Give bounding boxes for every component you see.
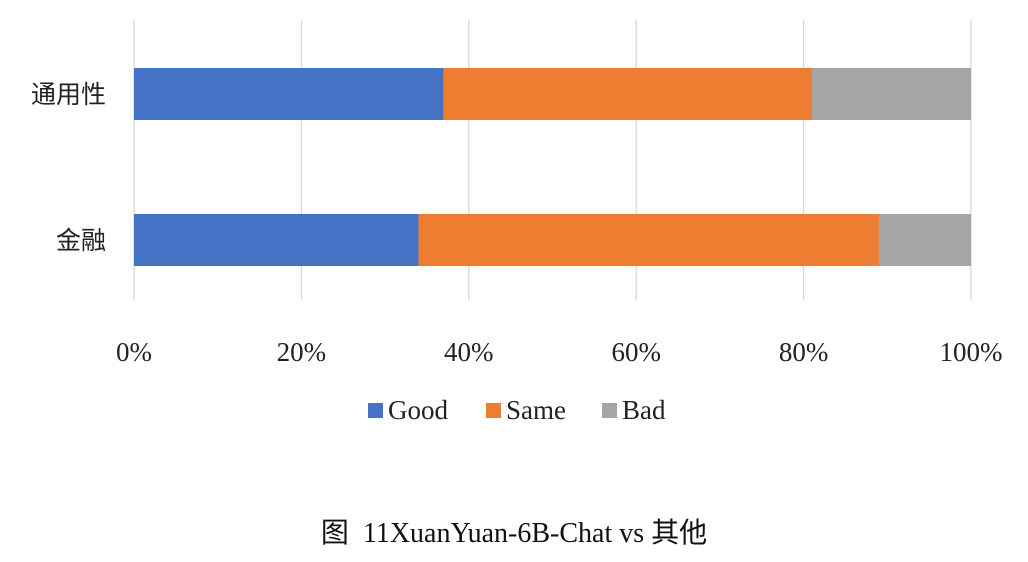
bar-good-1	[134, 214, 419, 266]
x-tick-label: 100%	[940, 337, 1003, 367]
bar-same-1	[418, 214, 879, 266]
x-tick-label: 40%	[444, 337, 494, 367]
bar-bad-0	[811, 68, 971, 120]
bars	[134, 68, 971, 266]
bar-bad-1	[878, 214, 971, 266]
x-tick-label: 20%	[277, 337, 327, 367]
x-axis-ticks: 0% 20% 40% 60% 80% 100%	[116, 337, 1003, 367]
x-tick-label: 60%	[611, 337, 661, 367]
legend-swatch-good	[368, 403, 383, 418]
bar-same-0	[443, 68, 812, 120]
figure-caption: 图 11XuanYuan-6B-Chat vs 其他	[320, 518, 708, 549]
legend-label-good: Good	[388, 395, 448, 425]
legend-label-same: Same	[506, 395, 566, 425]
bar-good-0	[134, 68, 444, 120]
legend-swatch-same	[486, 403, 501, 418]
legend-swatch-bad	[602, 403, 617, 418]
category-label: 金融	[56, 226, 106, 255]
legend: Good Same Bad	[368, 395, 666, 425]
legend-label-bad: Bad	[622, 395, 666, 425]
x-tick-label: 80%	[779, 337, 829, 367]
x-tick-label: 0%	[116, 337, 152, 367]
category-label: 通用性	[31, 80, 106, 109]
